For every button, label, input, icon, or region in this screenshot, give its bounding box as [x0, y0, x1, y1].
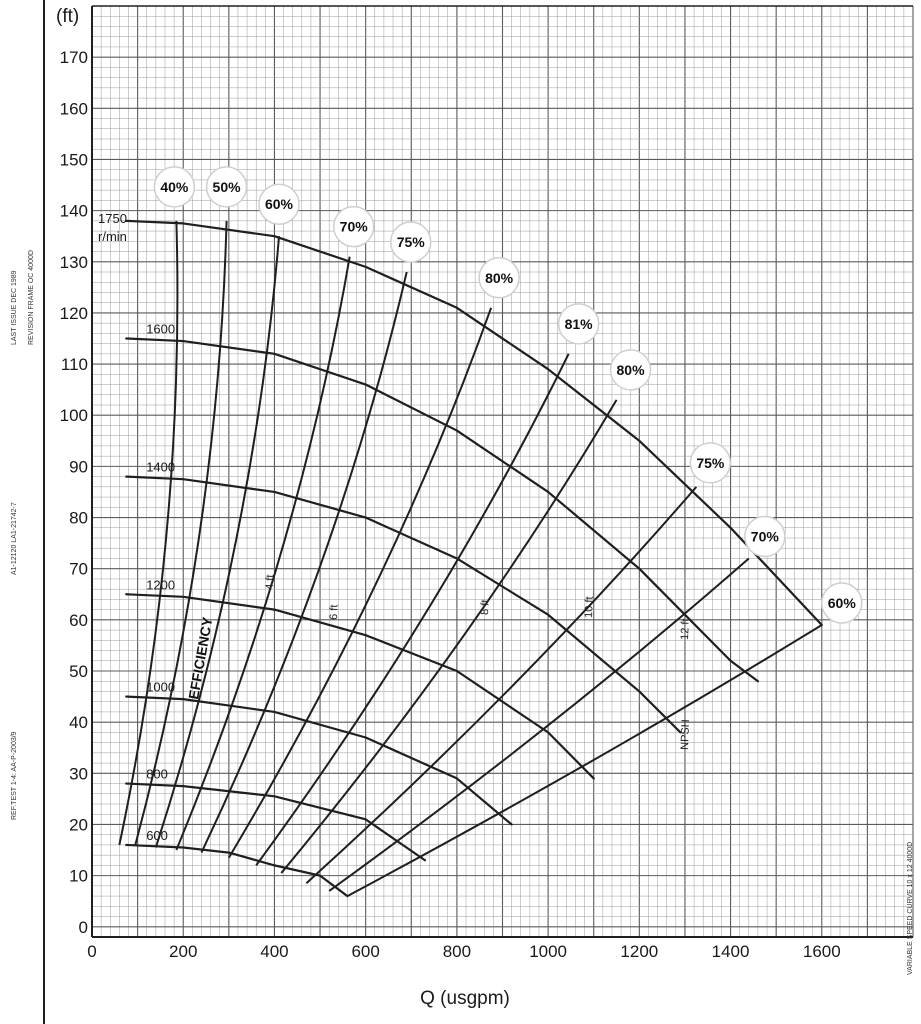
y-tick-label: 60 [69, 611, 88, 630]
x-tick-label: 1000 [529, 942, 567, 961]
y-tick-label: 120 [60, 304, 88, 323]
efficiency-badge-label: 60% [828, 595, 857, 611]
y-tick-label: 30 [69, 764, 88, 783]
side-text-ref-test: REF.TEST 1-4: AA-P-2003/9 [11, 731, 18, 820]
speed-label-1750-unit: r/min [98, 229, 127, 244]
efficiency-badge-label: 50% [213, 179, 242, 195]
x-tick-label: 1400 [712, 942, 750, 961]
y-tick-label: 50 [69, 662, 88, 681]
efficiency-line-10 [346, 624, 823, 897]
efficiency-line-0 [118, 220, 179, 846]
efficiency-line-6 [255, 353, 570, 866]
y-tick-label: 160 [60, 99, 88, 118]
efficiency-badge-label: 70% [751, 528, 780, 544]
efficiency-line-4 [200, 271, 408, 854]
efficiency-line-3 [175, 256, 351, 851]
efficiency-badge-circle [744, 515, 786, 558]
efficiency-badge-label: 75% [397, 234, 426, 250]
efficiency-badge-circle [557, 303, 600, 345]
efficiency-badge-label: 80% [485, 270, 514, 286]
efficiency-badge-circle [389, 221, 432, 263]
x-tick-label: 1600 [803, 942, 841, 961]
efficiency-badge-circle [332, 205, 375, 248]
npsh-labels: 4 ft 6 ft 8 ft 10 ft 12 ft [264, 574, 692, 640]
efficiency-line-9 [328, 557, 750, 892]
speed-curve-800 [125, 782, 427, 862]
efficiency-badge-label: 75% [696, 455, 725, 471]
npsh-value-label: 6 ft [328, 604, 341, 620]
speed-label-1400: 1400 [146, 460, 175, 475]
efficiency-line-7 [280, 399, 618, 874]
speed-curve-1750 [125, 219, 823, 627]
grid [91, 5, 914, 937]
npsh-value-label: 8 ft [479, 599, 492, 615]
efficiency-badges: 40% 50% 60% 70% 75% 80% 81% 80% 75% 70% 60% [153, 166, 863, 624]
tick-labels: 0 10 20 30 40 50 60 70 80 90 100 110 120 130 140 150 160… [60, 48, 841, 961]
efficiency-badge-circle [689, 442, 732, 484]
x-axis-title: Q (usgpm) [420, 988, 510, 1009]
y-tick-label: 130 [60, 253, 88, 272]
npsh-value-label: 12 ft [679, 618, 692, 640]
npsh-value-label: 4 ft [264, 574, 277, 590]
y-tick-label: 40 [69, 713, 88, 732]
side-text-right: VARIABLE SPEED CURVE 10 x 12 4000D [907, 842, 914, 975]
y-tick-label: 110 [61, 355, 88, 374]
speed-label-800: 800 [146, 767, 168, 782]
y-tick-label: 90 [69, 457, 88, 476]
speed-curve-1400 [125, 475, 682, 734]
efficiency-badge-circle [153, 166, 196, 208]
efficiency-badge-circle [821, 582, 863, 624]
y-tick-label: 80 [69, 509, 88, 528]
x-tick-label: 600 [351, 942, 379, 961]
efficiency-line-1 [134, 220, 228, 846]
speed-label-600: 600 [146, 828, 168, 843]
y-axis-title: (ft) [56, 6, 79, 27]
efficiency-lines [118, 220, 823, 897]
efficiency-badge-label: 81% [565, 316, 594, 332]
side-text-last-issue: LAST ISSUE DEC 1989 [11, 270, 18, 345]
y-tick-label: 140 [60, 202, 88, 221]
x-tick-label: 800 [443, 942, 471, 961]
efficiency-line-5 [227, 307, 493, 859]
efficiency-badge-label: 40% [160, 179, 189, 195]
speed-curve-1600 [125, 337, 760, 683]
y-tick-label: 10 [69, 867, 88, 886]
y-tick-label: 150 [60, 150, 88, 169]
speed-curve-1200 [125, 593, 595, 780]
speed-label-1600: 1600 [146, 322, 175, 337]
efficiency-badge-circle [609, 349, 652, 391]
speed-label-1750-rpm: 1750 [98, 211, 127, 226]
y-tick-label: 100 [60, 406, 88, 425]
efficiency-badge-label: 60% [265, 196, 294, 212]
side-text-drawing-number: A1-12120 LA1-21742-7 [11, 502, 18, 575]
y-tick-label: 20 [69, 815, 88, 834]
efficiency-line-2 [154, 236, 281, 848]
x-tick-label: 0 [87, 942, 96, 961]
axes [43, 0, 913, 1024]
efficiency-line-8 [305, 486, 698, 885]
side-text-revision: REVISION FRAME OC 4000D [28, 250, 35, 345]
x-tick-label: 400 [260, 942, 288, 961]
efficiency-badge-circle [478, 257, 520, 299]
efficiency-badge-label: 70% [340, 219, 369, 235]
y-tick-label: 170 [60, 48, 88, 67]
speed-curve-1000 [125, 695, 513, 826]
y-tick-label: 70 [69, 560, 88, 579]
y-tick-label: 0 [79, 918, 88, 937]
efficiency-badge-label: 80% [617, 362, 646, 378]
efficiency-badge-circle [258, 183, 300, 225]
efficiency-badge-circle [205, 166, 248, 208]
speed-label-1000: 1000 [146, 680, 175, 695]
x-tick-label: 1200 [620, 942, 658, 961]
speed-curve-600 [125, 843, 349, 898]
npsh-value-label: 10 ft [583, 596, 596, 618]
x-tick-label: 200 [169, 942, 197, 961]
npsh-label: NPSH [679, 719, 692, 750]
